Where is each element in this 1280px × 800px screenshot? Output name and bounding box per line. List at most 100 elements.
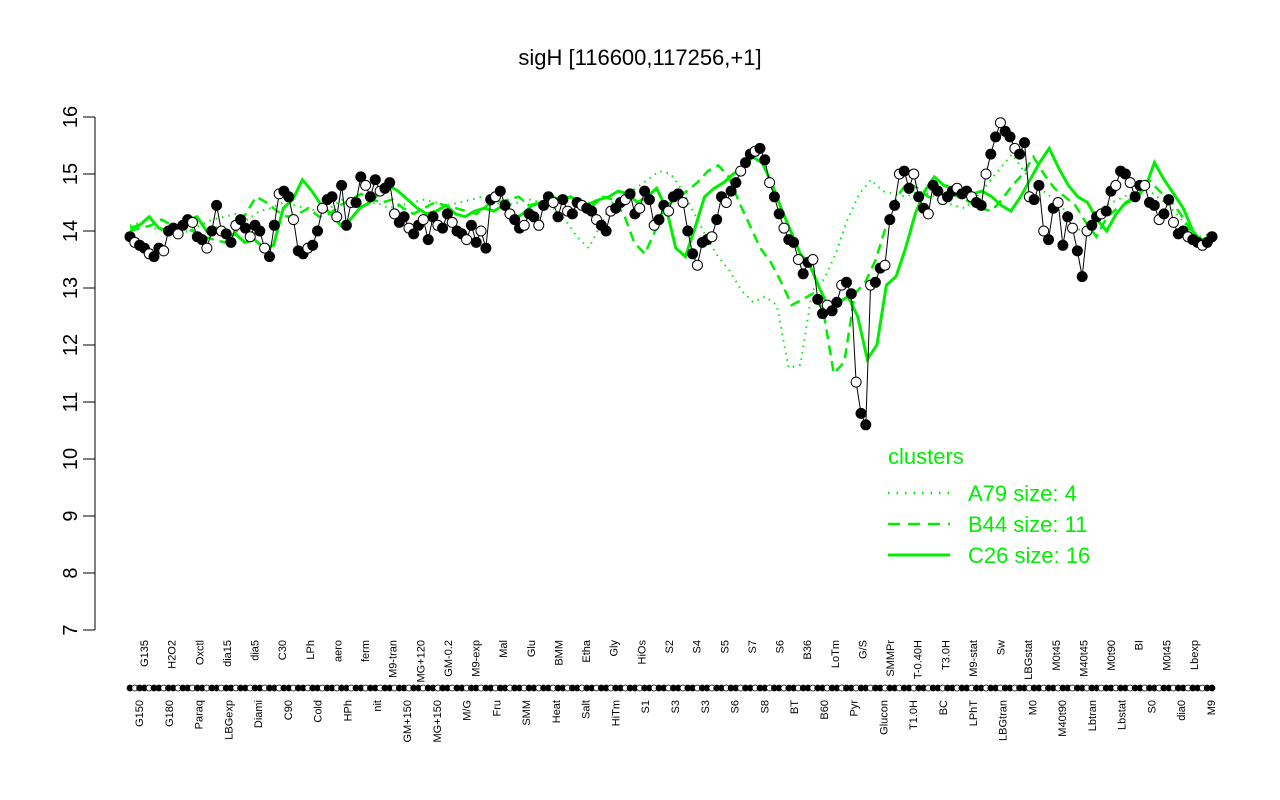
data-point [691, 259, 703, 271]
data-point [331, 211, 343, 223]
x-tick-label: Gly [609, 640, 621, 657]
x-tick-label: BI [1134, 640, 1146, 650]
x-tick-label: BT [789, 700, 801, 714]
data-point [172, 228, 184, 240]
x-tick-label: Paraq [194, 700, 206, 729]
data-point [1033, 179, 1045, 191]
x-tick-label: Glucon [878, 700, 890, 735]
data-point [446, 216, 458, 228]
y-tick-label: 7 [60, 624, 82, 635]
series-line [129, 154, 1213, 377]
data-point [211, 199, 223, 211]
data-point [196, 234, 208, 246]
data-point [1100, 205, 1112, 217]
x-tick-label: Lbstat [1117, 700, 1129, 730]
data-point [470, 236, 482, 248]
data-point [754, 142, 766, 154]
data-point [288, 214, 299, 226]
x-tick-label: Sw [996, 640, 1008, 655]
data-point [437, 222, 449, 234]
x-tick-label: Lbtran [1087, 700, 1099, 731]
y-tick-label: 16 [60, 106, 82, 128]
data-point [398, 211, 410, 223]
data-point [158, 245, 170, 257]
x-tick-label: M9-exp [471, 640, 483, 677]
data-point [1071, 245, 1083, 257]
data-point [1028, 194, 1040, 206]
data-point [985, 148, 997, 160]
data-point [624, 188, 636, 200]
data-point [807, 254, 819, 265]
x-tick-label: G180 [164, 700, 176, 727]
data-point [364, 191, 376, 203]
data-point [975, 199, 987, 211]
data-point [1076, 271, 1088, 283]
data-point [994, 117, 1006, 129]
data-point [672, 188, 684, 200]
data-point [841, 276, 852, 288]
data-point [706, 231, 718, 243]
data-point [730, 177, 742, 189]
x-tick-label: G150 [134, 700, 146, 727]
data-point [831, 296, 843, 308]
x-tick-label: S6 [730, 700, 742, 713]
data-point [1129, 191, 1141, 203]
data-point [268, 219, 280, 231]
data-point [826, 305, 838, 317]
x-tick-label: dia0 [1176, 700, 1188, 721]
data-point [1062, 211, 1074, 223]
data-point [225, 236, 237, 248]
x-tick-label: GM+150 [402, 700, 414, 743]
data-point [845, 288, 857, 300]
y-tick-label: 14 [60, 220, 82, 242]
x-tick-label: Pyr [849, 700, 861, 717]
data-point [1124, 177, 1136, 189]
data-point [812, 293, 824, 305]
x-tick-label: Fru [491, 700, 503, 717]
data-point [1206, 231, 1218, 243]
data-point [187, 216, 198, 228]
y-axis: 7 8 9 10 11 12 13 14 15 16 [60, 106, 96, 636]
data-point [797, 268, 809, 280]
x-tick-label: Glu [526, 640, 538, 657]
x-tick-label: Heat [551, 700, 563, 723]
x-tick-label: T3.0H [940, 640, 952, 670]
data-point [643, 194, 655, 206]
data-point [1163, 194, 1175, 206]
x-tick-label: S0 [1146, 700, 1158, 713]
data-point [663, 205, 675, 217]
x-tick-label: LPhT [968, 700, 980, 727]
data-point [855, 407, 867, 419]
x-tick-label: dia15 [222, 640, 234, 667]
data-point [889, 199, 901, 211]
x-tick-label: Salt [581, 700, 593, 719]
data-point [932, 185, 944, 197]
x-tick-label: M0 [1027, 700, 1039, 715]
x-tick-label: C90 [283, 700, 295, 720]
data-point [634, 202, 646, 214]
x-tick-label: GM-0.2 [443, 640, 455, 677]
x-tick-label: M0t45 [1051, 640, 1063, 671]
y-tick-label: 10 [60, 448, 82, 470]
x-tick-label: M/G [462, 700, 474, 721]
data-point [711, 214, 723, 226]
data-point [350, 197, 362, 208]
x-axis-marker [1208, 684, 1216, 692]
series-line [129, 145, 1213, 364]
x-tick-label: BC [938, 700, 950, 715]
data-point [533, 219, 545, 231]
data-point [990, 131, 1002, 143]
data-point [475, 225, 487, 237]
chart-title: sigH [116600,117256,+1] [518, 45, 761, 70]
data-point [768, 191, 780, 203]
data-point [725, 185, 737, 197]
y-tick-label: 12 [60, 334, 82, 356]
x-tick-label: G/S [857, 640, 869, 659]
x-tick-label: S3 [670, 700, 682, 713]
data-point [259, 242, 271, 254]
data-point [850, 376, 862, 388]
data-point [316, 202, 328, 214]
data-point [283, 191, 295, 203]
x-tick-label: MG+120 [415, 640, 427, 683]
data-point [355, 171, 367, 183]
